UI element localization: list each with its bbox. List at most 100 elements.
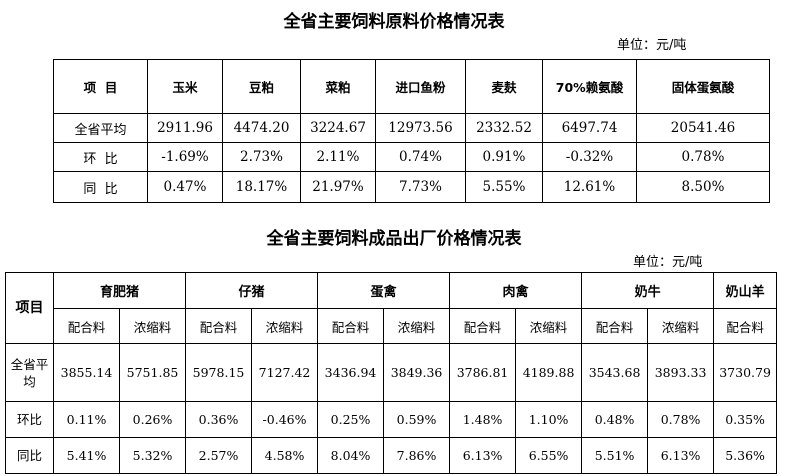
table-row: 全省平均 3855.14 5751.85 5978.15 7127.42 343… bbox=[5, 343, 778, 402]
cell: 6497.74 bbox=[542, 113, 637, 143]
cell: 20541.46 bbox=[636, 113, 770, 143]
cell: 0.78% bbox=[647, 401, 715, 438]
cell: 3436.94 bbox=[317, 343, 385, 402]
cell: 4189.88 bbox=[515, 343, 583, 402]
raw-material-price-table: 项 目 玉米 豆粕 菜粕 进口鱼粉 麦麸 70%赖氨酸 固体蛋氨酸 全省平均 2… bbox=[53, 59, 770, 203]
table2-subheader: 配合料 bbox=[581, 308, 649, 344]
cell: 6.13% bbox=[449, 437, 517, 474]
cell: 5.36% bbox=[713, 437, 778, 474]
cell: 0.91% bbox=[465, 142, 543, 172]
cell: 7.86% bbox=[383, 437, 451, 474]
table2-subheader: 配合料 bbox=[713, 308, 778, 344]
table2-subheader: 配合料 bbox=[185, 308, 253, 344]
cell: 8.04% bbox=[317, 437, 385, 474]
table2-subheader: 浓缩料 bbox=[515, 308, 583, 344]
cell: 2.11% bbox=[300, 142, 376, 172]
cell: 2.57% bbox=[185, 437, 253, 474]
cell: 0.59% bbox=[383, 401, 451, 438]
cell: 0.35% bbox=[713, 401, 778, 438]
cell: 7127.42 bbox=[251, 343, 319, 402]
cell: -0.32% bbox=[542, 142, 637, 172]
cell: 2.73% bbox=[222, 142, 301, 172]
cell: -0.46% bbox=[251, 401, 319, 438]
table2-subheader: 配合料 bbox=[317, 308, 385, 344]
feed-product-price-table: 项目 育肥猪 仔猪 蛋禽 肉禽 奶牛 奶山羊 配合料 浓缩料 配合料 浓缩料 配… bbox=[5, 272, 778, 474]
row-label: 同 比 bbox=[53, 171, 148, 203]
cell: 5751.85 bbox=[118, 343, 187, 402]
table1-unit: 单位：元/吨 bbox=[617, 38, 687, 53]
cell: 3543.68 bbox=[581, 343, 649, 402]
table2-group-header: 奶牛 bbox=[581, 272, 715, 309]
table1-header: 玉米 bbox=[147, 59, 223, 114]
cell: 5.41% bbox=[53, 437, 120, 474]
cell: 5.55% bbox=[465, 171, 543, 203]
cell: 2332.52 bbox=[465, 113, 543, 143]
table2-subheader: 配合料 bbox=[53, 308, 120, 344]
table2-corner: 项目 bbox=[5, 272, 54, 344]
table2-subheader: 浓缩料 bbox=[251, 308, 319, 344]
row-label: 全省平均 bbox=[53, 113, 148, 143]
table-row: 环 比 -1.69% 2.73% 2.11% 0.74% 0.91% -0.32… bbox=[53, 142, 770, 172]
table1-corner: 项 目 bbox=[53, 59, 148, 114]
cell: 0.11% bbox=[53, 401, 120, 438]
cell: 12.61% bbox=[542, 171, 637, 203]
cell: 1.10% bbox=[515, 401, 583, 438]
table-row: 同 比 0.47% 18.17% 21.97% 7.73% 5.55% 12.6… bbox=[53, 171, 770, 203]
cell: 0.78% bbox=[636, 142, 770, 172]
table2-group-header: 蛋禽 bbox=[317, 272, 451, 309]
cell: 5.51% bbox=[581, 437, 649, 474]
cell: 0.25% bbox=[317, 401, 385, 438]
cell: -1.69% bbox=[147, 142, 223, 172]
cell: 4.58% bbox=[251, 437, 319, 474]
table1-header: 麦麸 bbox=[465, 59, 543, 114]
table1-header: 豆粕 bbox=[222, 59, 301, 114]
table-row: 环比 0.11% 0.26% 0.36% -0.46% 0.25% 0.59% … bbox=[5, 401, 778, 438]
table2-subheader: 浓缩料 bbox=[383, 308, 451, 344]
table2-group-header: 肉禽 bbox=[449, 272, 583, 309]
cell: 3730.79 bbox=[713, 343, 778, 402]
table1-header: 70%赖氨酸 bbox=[542, 59, 637, 114]
cell: 7.73% bbox=[375, 171, 466, 203]
table-row: 同比 5.41% 5.32% 2.57% 4.58% 8.04% 7.86% 6… bbox=[5, 437, 778, 474]
cell: 12973.56 bbox=[375, 113, 466, 143]
table2-title: 全省主要饲料成品出厂价格情况表 bbox=[266, 229, 522, 249]
cell: 0.36% bbox=[185, 401, 253, 438]
row-label: 环 比 bbox=[53, 142, 148, 172]
row-label: 环比 bbox=[5, 401, 54, 438]
table-row: 全省平均 2911.96 4474.20 3224.67 12973.56 23… bbox=[53, 113, 770, 143]
table1-header: 菜粕 bbox=[300, 59, 376, 114]
table2-group-header: 仔猪 bbox=[185, 272, 319, 309]
table1-header-row: 项 目 玉米 豆粕 菜粕 进口鱼粉 麦麸 70%赖氨酸 固体蛋氨酸 bbox=[53, 59, 770, 114]
cell: 18.17% bbox=[222, 171, 301, 203]
cell: 5978.15 bbox=[185, 343, 253, 402]
cell: 4474.20 bbox=[222, 113, 301, 143]
cell: 3893.33 bbox=[647, 343, 715, 402]
table2-subheader: 浓缩料 bbox=[647, 308, 715, 344]
cell: 3849.36 bbox=[383, 343, 451, 402]
table2-subheader: 配合料 bbox=[449, 308, 517, 344]
cell: 6.55% bbox=[515, 437, 583, 474]
cell: 6.13% bbox=[647, 437, 715, 474]
cell: 3855.14 bbox=[53, 343, 120, 402]
cell: 2911.96 bbox=[147, 113, 223, 143]
cell: 0.47% bbox=[147, 171, 223, 203]
table2-unit: 单位：元/吨 bbox=[633, 255, 703, 270]
table2-subheader: 浓缩料 bbox=[118, 308, 187, 344]
table2-group-row: 项目 育肥猪 仔猪 蛋禽 肉禽 奶牛 奶山羊 bbox=[5, 272, 778, 344]
cell: 3224.67 bbox=[300, 113, 376, 143]
cell: 0.48% bbox=[581, 401, 649, 438]
table2-group-header: 奶山羊 bbox=[713, 272, 778, 309]
table2-group-header: 育肥猪 bbox=[52, 272, 187, 309]
table2-subheader-row: 配合料 浓缩料 配合料 浓缩料 配合料 浓缩料 配合料 浓缩料 配合料 浓缩料 … bbox=[6, 308, 778, 344]
cell: 3786.81 bbox=[449, 343, 517, 402]
cell: 0.74% bbox=[375, 142, 466, 172]
cell: 5.32% bbox=[118, 437, 187, 474]
cell: 8.50% bbox=[636, 171, 770, 203]
cell: 1.48% bbox=[449, 401, 517, 438]
row-label: 全省平均 bbox=[5, 343, 54, 402]
table1-header: 固体蛋氨酸 bbox=[636, 59, 770, 114]
row-label: 同比 bbox=[5, 437, 54, 474]
table1-title: 全省主要饲料原料价格情况表 bbox=[283, 12, 505, 32]
cell: 0.26% bbox=[118, 401, 187, 438]
table1-header: 进口鱼粉 bbox=[375, 59, 466, 114]
